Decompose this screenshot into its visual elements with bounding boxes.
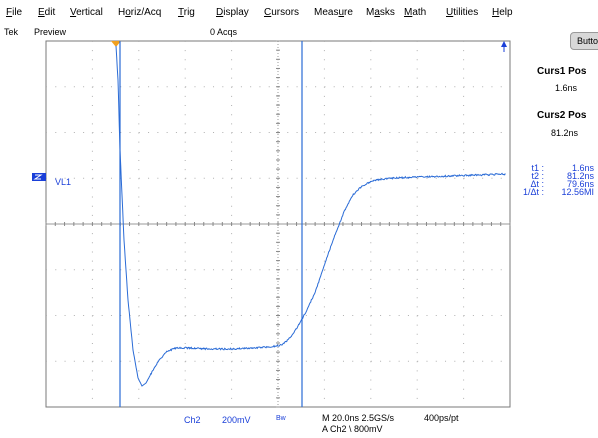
menu-measure[interactable]: Measure [314,7,353,18]
readout-key: t1 : [531,163,544,173]
readout-key: 1/Δt : [522,187,544,197]
menu-horiz-acq[interactable]: Horiz/Acq [118,7,162,18]
cursor-lines [119,41,303,407]
channel-label: Ch2 [184,415,201,425]
vertical-scale: 200mV [222,415,251,425]
menu-file[interactable]: File [6,7,23,18]
channel-ground-marker-glyph [33,174,43,180]
graticule [45,40,511,408]
menu-vertical[interactable]: Vertical [70,7,103,18]
trigger-level-arrow [501,41,507,47]
curs1-pos-title: Curs1 Pos [537,66,587,77]
curs1-pos-value[interactable]: 1.6ns [555,83,578,93]
trigger-readout: A Ch2 \ 800mV [322,424,383,434]
curs2-pos-value[interactable]: 81.2ns [551,128,579,138]
readout-key: t2 : [531,171,544,181]
curs2-pos-title: Curs2 Pos [537,110,587,121]
record-resolution: 400ps/pt [424,413,459,423]
channel-reference-label: VL1 [55,177,72,187]
acquisition-count: 0 Acqs [210,27,238,37]
mode-label: Preview [34,27,67,37]
menu-help[interactable]: Help [492,7,513,18]
menu-display[interactable]: Display [216,7,249,18]
brand-label: Tek [4,27,19,37]
menu-edit[interactable]: Edit [38,7,56,18]
menu-cursors[interactable]: Cursors [264,7,300,18]
menu-masks[interactable]: Masks [366,7,395,18]
menu-utilities[interactable]: Utilities [446,7,479,18]
waveform-trace [115,45,506,387]
readout-value: 81.2ns [566,171,594,181]
channel-ground-marker [32,173,46,181]
display-markers [32,41,507,181]
readout-value: 79.6ns [566,179,594,189]
readout-key: Δt : [530,179,544,189]
menu-trig[interactable]: Trig [178,7,195,18]
menu-math[interactable]: Math [404,7,427,18]
menu-bar: File Edit Vertical Horiz/Acq Trig Display Curs… [0,0,598,27]
readout-value: 1.6ns [571,163,594,173]
bottom-status-row: Ch2 200mV Bw M 20.0ns 2.5GS/s 400ps/pt A… [0,412,598,438]
timebase-readout: M 20.0ns 2.5GS/s [322,413,395,423]
readout-value: 12.56MI [561,187,594,197]
side-panel-button[interactable]: Butto [570,32,598,50]
status-row: Tek Preview 0 Acqs [0,27,598,41]
trigger-position-marker [111,41,121,47]
bandwidth-indicator: Bw [276,415,286,422]
